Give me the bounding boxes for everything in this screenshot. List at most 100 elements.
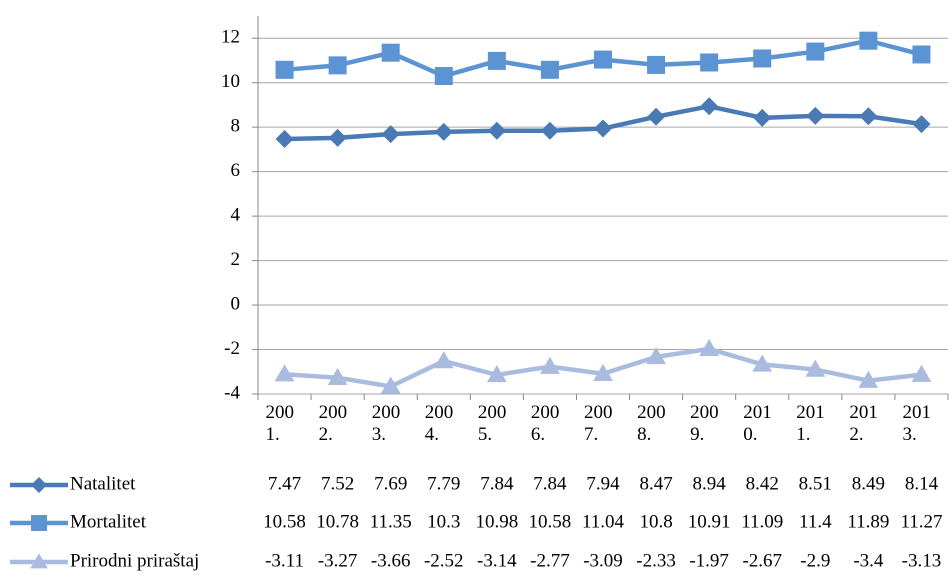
x-tick-label: 2006. — [530, 402, 560, 445]
marker — [328, 128, 347, 147]
marker — [31, 515, 47, 531]
y-tick-label: 10 — [221, 71, 240, 92]
table-value: 10.91 — [688, 511, 731, 532]
table-value: 10.8 — [639, 511, 672, 532]
marker — [753, 108, 772, 127]
marker — [646, 346, 666, 365]
y-tick-label: 2 — [231, 249, 241, 270]
table-value: -2.67 — [742, 550, 782, 571]
marker — [275, 60, 294, 79]
table-value: -2.52 — [424, 550, 464, 571]
x-tick-label: 2004. — [424, 402, 454, 445]
marker — [274, 364, 295, 382]
table-value: -3.14 — [477, 550, 517, 571]
table-value: 10.78 — [316, 511, 359, 532]
marker — [859, 107, 878, 126]
table-value: 11.89 — [847, 511, 889, 532]
marker — [31, 477, 47, 493]
marker — [699, 338, 720, 357]
marker — [858, 370, 879, 388]
marker — [487, 121, 506, 140]
table-value: -2.77 — [530, 550, 570, 571]
marker — [647, 55, 666, 74]
legend-label: Natalitet — [70, 473, 136, 494]
table-value: 8.51 — [799, 473, 832, 494]
marker — [381, 43, 400, 62]
table-value: 10.98 — [475, 511, 518, 532]
table-value: -2.9 — [800, 550, 830, 571]
table-value: -3.09 — [583, 550, 623, 571]
x-tick-label: 2010. — [743, 402, 772, 445]
y-tick-label: -4 — [224, 382, 240, 403]
marker — [912, 115, 931, 134]
marker — [540, 60, 559, 79]
x-tick-label: 2005. — [477, 402, 507, 445]
table-value: 11.35 — [370, 511, 412, 532]
x-tick-label: 2007. — [584, 402, 613, 445]
marker — [594, 119, 612, 138]
table-value: 8.47 — [639, 473, 672, 494]
table-value: 7.52 — [321, 473, 354, 494]
table-value: -3.13 — [902, 550, 942, 571]
y-tick-label: 12 — [221, 27, 240, 48]
table-value: 7.84 — [533, 473, 567, 494]
legend-label: Mortalitet — [70, 511, 147, 532]
table-value: 11.04 — [582, 511, 625, 532]
x-tick-label: 2008. — [637, 402, 666, 445]
marker — [647, 107, 666, 126]
y-tick-label: -2 — [224, 338, 240, 359]
table-value: 11.4 — [799, 511, 832, 532]
table-value: -2.33 — [636, 550, 676, 571]
table-value: 11.27 — [900, 511, 942, 532]
marker — [328, 56, 347, 75]
marker — [753, 49, 772, 68]
y-tick-label: 0 — [231, 293, 241, 314]
table-value: 7.84 — [480, 473, 514, 494]
marker — [540, 356, 560, 374]
table-value: -3.66 — [371, 550, 411, 571]
marker — [327, 367, 348, 385]
x-tick-label: 2012. — [849, 402, 878, 445]
x-tick-label: 2013. — [902, 402, 931, 445]
y-tick-label: 8 — [231, 116, 241, 137]
table-value: 8.42 — [746, 473, 779, 494]
marker — [381, 125, 400, 144]
marker — [752, 354, 773, 372]
x-tick-label: 2002. — [318, 402, 348, 445]
marker — [487, 51, 506, 70]
marker — [30, 553, 48, 569]
x-tick-label: 2011. — [796, 402, 825, 445]
table-value: 7.69 — [374, 473, 407, 494]
marker — [806, 42, 825, 61]
table-value: -3.27 — [318, 550, 358, 571]
table-value: -3.11 — [265, 550, 304, 571]
table-value: -3.4 — [853, 550, 884, 571]
table-value: 7.94 — [586, 473, 620, 494]
x-tick-label: 2003. — [371, 402, 401, 445]
y-tick-label: 4 — [231, 204, 241, 225]
marker — [912, 45, 931, 64]
table-value: 7.79 — [427, 473, 460, 494]
marker — [486, 364, 507, 383]
marker — [433, 351, 454, 369]
table-value: 8.94 — [693, 473, 727, 494]
table-value: 8.14 — [905, 473, 939, 494]
marker — [594, 50, 612, 69]
table-value: 10.58 — [263, 511, 306, 532]
marker — [380, 376, 401, 394]
marker — [434, 122, 453, 141]
marker — [805, 359, 826, 377]
legend-label: Prirodni priraštaj — [70, 550, 199, 571]
marker — [700, 97, 719, 116]
table-value: 8.49 — [852, 473, 885, 494]
marker — [859, 31, 878, 50]
table-value: -1.97 — [689, 550, 729, 571]
x-tick-label: 2001. — [265, 402, 295, 445]
marker — [275, 129, 294, 148]
marker — [911, 364, 932, 382]
x-tick-label: 2009. — [690, 402, 719, 445]
table-value: 10.58 — [529, 511, 572, 532]
marker — [540, 121, 559, 140]
